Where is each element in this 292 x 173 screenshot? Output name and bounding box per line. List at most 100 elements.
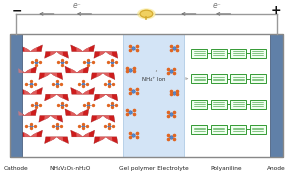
Polygon shape xyxy=(51,116,57,120)
Polygon shape xyxy=(25,66,37,73)
Polygon shape xyxy=(106,52,112,56)
Polygon shape xyxy=(76,132,83,137)
Polygon shape xyxy=(103,116,115,122)
Polygon shape xyxy=(51,73,63,80)
Polygon shape xyxy=(83,88,95,94)
Polygon shape xyxy=(50,94,57,99)
Polygon shape xyxy=(71,88,83,94)
Polygon shape xyxy=(45,94,57,101)
Polygon shape xyxy=(13,109,25,116)
Polygon shape xyxy=(19,88,30,94)
Polygon shape xyxy=(106,137,112,142)
Polygon shape xyxy=(96,73,103,78)
Bar xyxy=(230,74,246,83)
Text: NH₄V₂O₅·nH₂O: NH₄V₂O₅·nH₂O xyxy=(49,166,90,171)
Text: Cathode: Cathode xyxy=(4,166,29,171)
Polygon shape xyxy=(76,47,83,52)
Polygon shape xyxy=(99,52,106,56)
Polygon shape xyxy=(65,109,77,116)
Polygon shape xyxy=(106,94,112,99)
Bar xyxy=(191,74,207,83)
Polygon shape xyxy=(24,47,30,52)
Polygon shape xyxy=(106,94,118,101)
Polygon shape xyxy=(25,68,31,73)
Bar xyxy=(230,99,246,109)
Bar xyxy=(191,125,207,134)
Polygon shape xyxy=(91,73,103,80)
Polygon shape xyxy=(50,137,57,142)
Bar xyxy=(270,34,283,157)
Polygon shape xyxy=(39,73,51,80)
Polygon shape xyxy=(18,111,25,116)
Polygon shape xyxy=(71,130,83,137)
Polygon shape xyxy=(94,137,106,144)
Polygon shape xyxy=(83,132,89,137)
Polygon shape xyxy=(103,116,110,120)
Polygon shape xyxy=(25,109,37,116)
Text: e⁻: e⁻ xyxy=(72,1,81,10)
Bar xyxy=(123,34,184,157)
Polygon shape xyxy=(51,73,57,78)
Polygon shape xyxy=(106,52,118,58)
Polygon shape xyxy=(57,94,63,99)
Polygon shape xyxy=(83,130,95,137)
Polygon shape xyxy=(57,52,69,58)
Polygon shape xyxy=(30,47,37,52)
Polygon shape xyxy=(45,52,57,58)
Text: +: + xyxy=(271,4,281,17)
Polygon shape xyxy=(65,66,77,73)
Polygon shape xyxy=(71,45,83,52)
Polygon shape xyxy=(77,111,84,116)
Polygon shape xyxy=(30,132,37,137)
Polygon shape xyxy=(30,88,42,94)
Text: Gel polymer Electrolyte: Gel polymer Electrolyte xyxy=(119,166,189,171)
Circle shape xyxy=(140,10,153,17)
Polygon shape xyxy=(44,116,51,120)
Polygon shape xyxy=(70,68,77,73)
Bar xyxy=(250,74,266,83)
Polygon shape xyxy=(24,132,30,137)
Polygon shape xyxy=(94,52,106,58)
Text: NH₄⁺ Ion: NH₄⁺ Ion xyxy=(142,70,166,82)
Bar xyxy=(250,99,266,109)
Bar xyxy=(250,125,266,134)
Polygon shape xyxy=(99,137,106,142)
Bar xyxy=(230,49,246,58)
Polygon shape xyxy=(24,89,30,94)
Circle shape xyxy=(138,9,155,19)
Polygon shape xyxy=(19,45,30,52)
Polygon shape xyxy=(39,116,51,122)
Polygon shape xyxy=(18,68,25,73)
Polygon shape xyxy=(51,116,63,122)
Polygon shape xyxy=(106,137,118,144)
Polygon shape xyxy=(44,73,51,78)
Bar xyxy=(191,99,207,109)
Bar xyxy=(211,74,227,83)
Text: Anode: Anode xyxy=(267,166,286,171)
Polygon shape xyxy=(77,109,89,116)
Polygon shape xyxy=(103,73,110,78)
Bar xyxy=(211,49,227,58)
Polygon shape xyxy=(30,130,42,137)
Text: e⁻: e⁻ xyxy=(213,1,222,10)
Polygon shape xyxy=(96,116,103,120)
Polygon shape xyxy=(99,94,106,99)
Polygon shape xyxy=(30,89,37,94)
Polygon shape xyxy=(76,89,83,94)
Polygon shape xyxy=(57,137,63,142)
Polygon shape xyxy=(83,89,89,94)
Polygon shape xyxy=(19,130,30,137)
Bar xyxy=(250,49,266,58)
Polygon shape xyxy=(57,52,63,56)
Text: Polyaniline: Polyaniline xyxy=(210,166,242,171)
Bar xyxy=(10,34,283,157)
Polygon shape xyxy=(70,111,77,116)
Polygon shape xyxy=(57,94,69,101)
Polygon shape xyxy=(83,45,95,52)
Polygon shape xyxy=(77,66,89,73)
Polygon shape xyxy=(25,111,31,116)
Bar xyxy=(211,99,227,109)
Bar xyxy=(10,34,22,157)
Bar xyxy=(211,125,227,134)
Polygon shape xyxy=(91,116,103,122)
